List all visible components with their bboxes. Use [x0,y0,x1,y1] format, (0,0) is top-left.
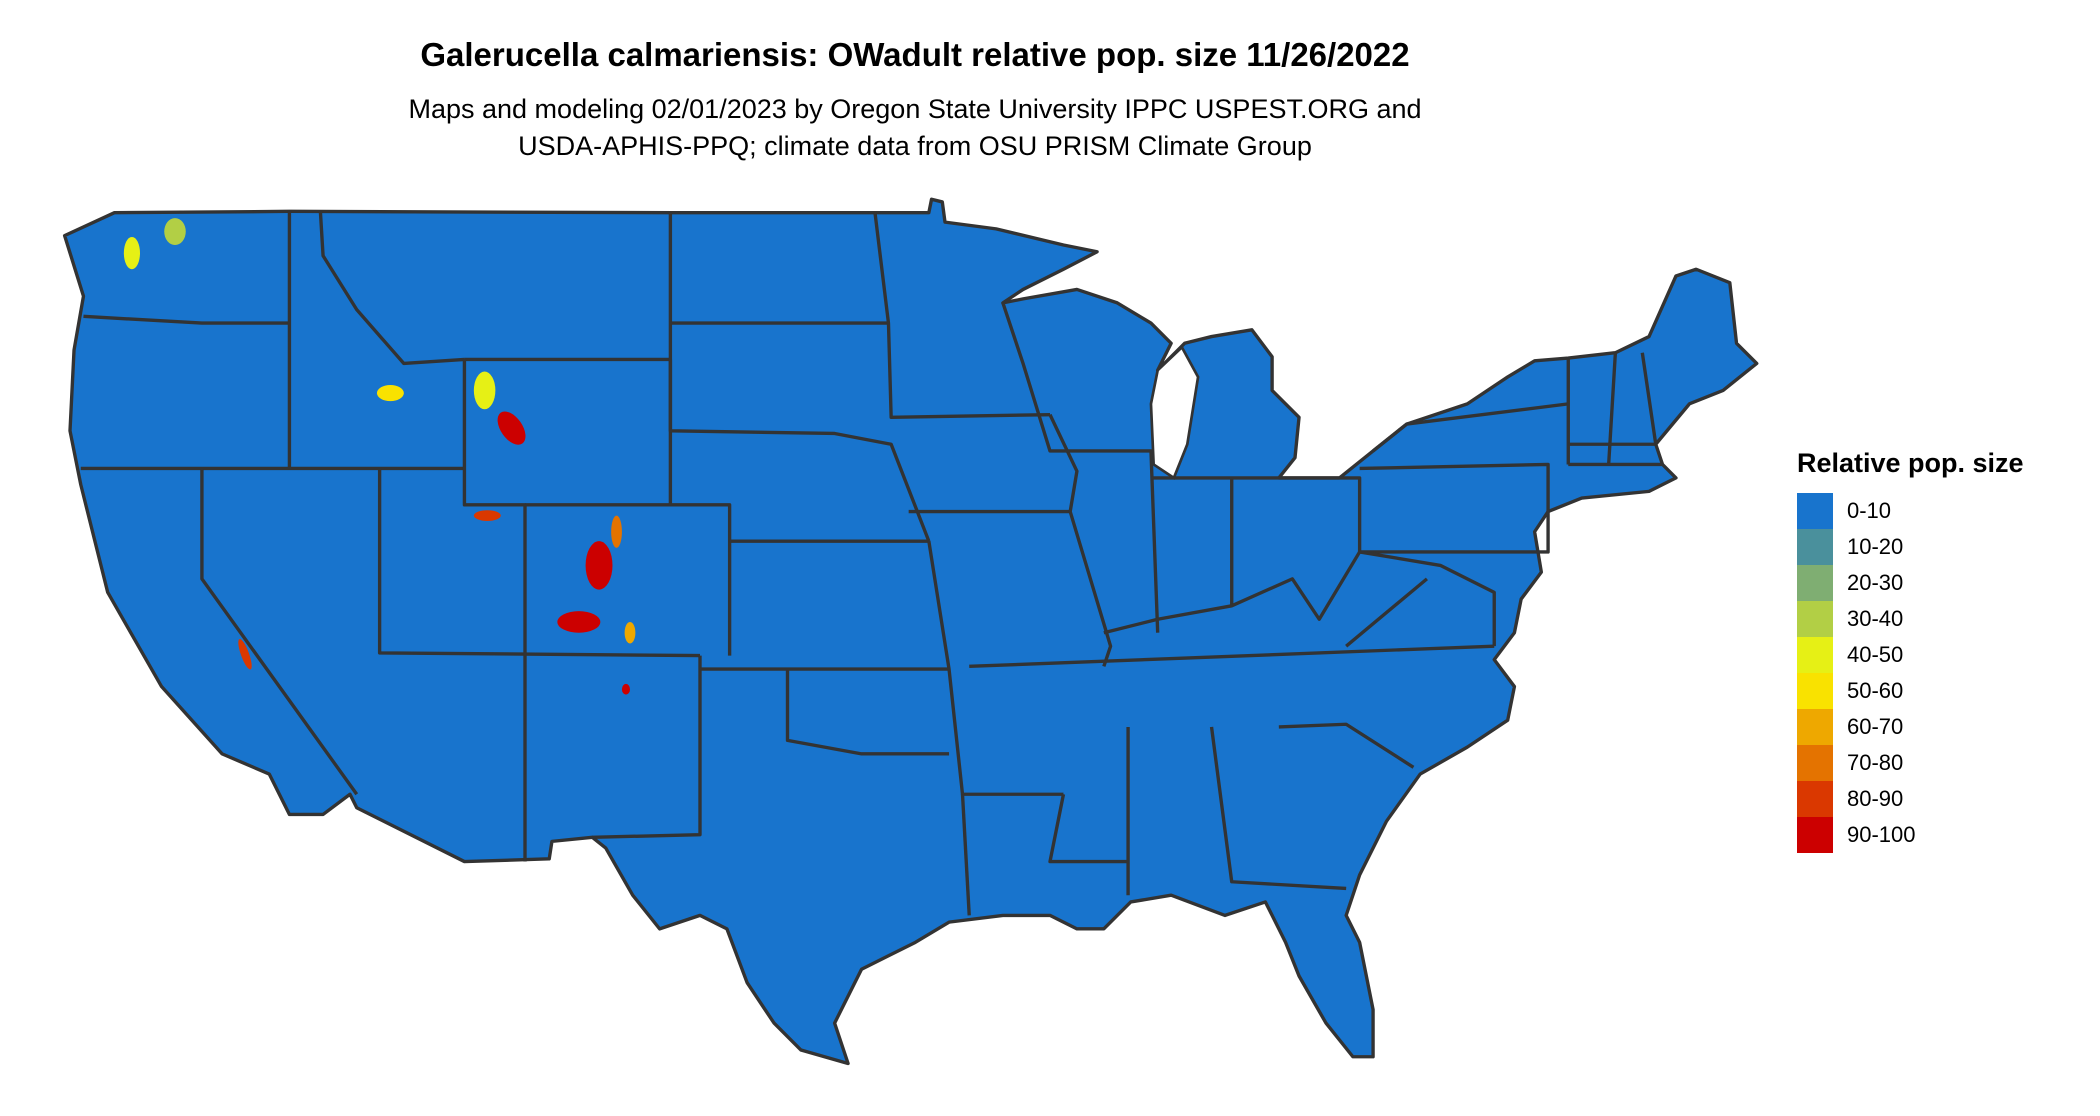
legend-label: 20-30 [1847,570,1904,595]
hotspot [473,510,501,521]
legend-item: 20-30 [1797,565,2024,601]
legend-label: 50-60 [1847,678,1904,703]
us-landmass [62,197,1759,1066]
legend-item: 60-70 [1797,709,2024,745]
map-subtitle-line-2: USDA-APHIS-PPQ; climate data from OSU PR… [518,131,1312,161]
hotspot [557,611,601,633]
hotspot [376,385,404,402]
legend-label: 40-50 [1847,642,1904,667]
hotspot [123,236,140,270]
legend-label: 10-20 [1847,534,1904,559]
legend-swatch [1797,709,1833,745]
hotspot [497,411,526,445]
legend-swatch [1797,817,1833,853]
legend-item: 40-50 [1797,637,2024,673]
hotspot [611,515,622,548]
legend-item: 10-20 [1797,529,2024,565]
legend-swatch [1797,493,1833,529]
hotspot [585,541,613,590]
legend-label: 30-40 [1847,606,1904,631]
state-borders [80,211,1663,916]
legend: Relative pop. size 0-10 10-20 20-30 30-40 40… [1797,448,2024,853]
legend-label: 0-10 [1847,498,1892,523]
legend-item: 80-90 [1797,781,2024,817]
legend-item: 30-40 [1797,601,2024,637]
lake-michigan [1149,345,1200,480]
legend-swatch [1797,781,1833,817]
legend-item: 90-100 [1797,817,2024,853]
hotspot [473,371,496,410]
legend-item: 0-10 [1797,493,2024,529]
legend-label: 60-70 [1847,714,1904,739]
legend-item: 70-80 [1797,745,2024,781]
legend-label: 80-90 [1847,786,1904,811]
legend-swatch [1797,601,1833,637]
legend-item: 50-60 [1797,673,2024,709]
legend-title: Relative pop. size [1797,448,2024,478]
legend-swatch [1797,529,1833,565]
legend-swatch [1797,565,1833,601]
legend-swatch [1797,637,1833,673]
legend-swatch [1797,673,1833,709]
population-hotspots [123,218,636,695]
map-title: Galerucella calmariensis: OWadult relati… [420,36,1410,73]
legend-label: 70-80 [1847,750,1904,775]
legend-items: 0-10 10-20 20-30 30-40 40-50 50-60 60-70 70-80 8… [1797,493,2024,853]
map-subtitle-line-1: Maps and modeling 02/01/2023 by Oregon S… [408,94,1422,124]
hotspot [621,683,630,695]
hotspot [238,639,252,670]
hotspot [624,621,636,644]
legend-swatch [1797,745,1833,781]
legend-label: 90-100 [1847,822,1916,847]
hotspot [164,218,186,246]
